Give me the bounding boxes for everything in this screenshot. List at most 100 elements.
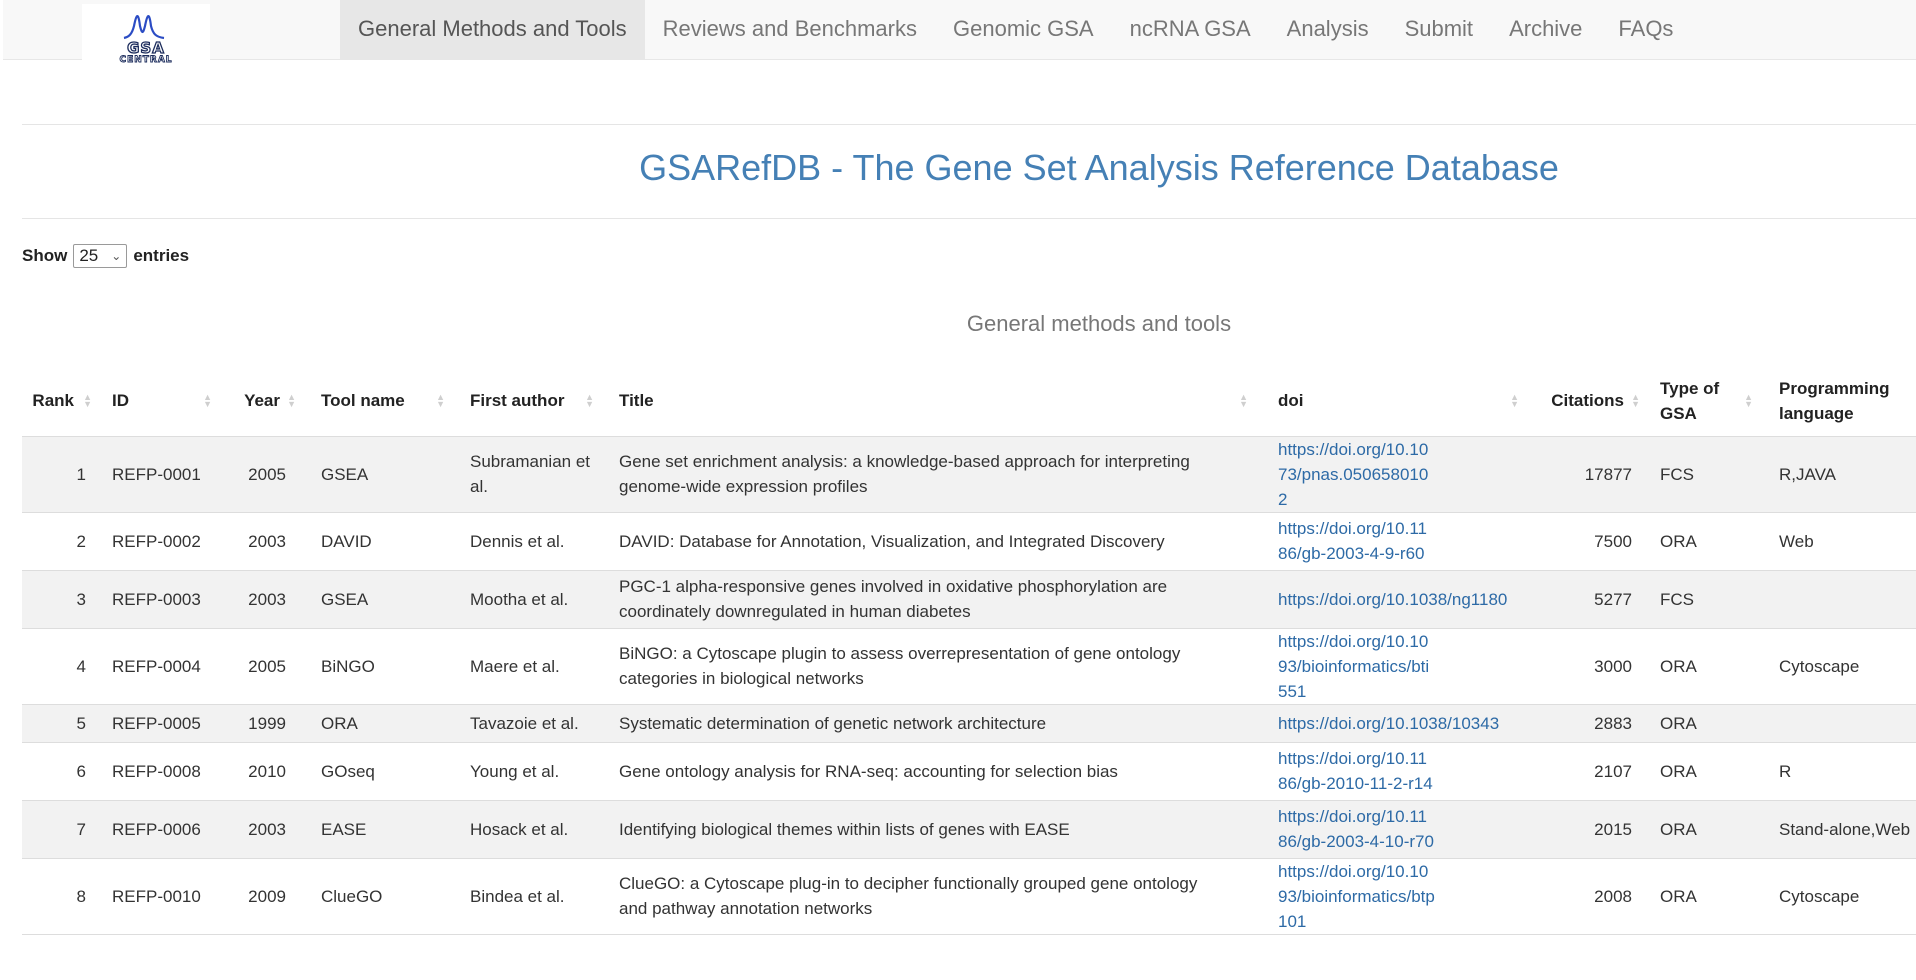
rank-cell: 6 [22, 742, 102, 801]
nav-analysis[interactable]: Analysis [1286, 16, 1369, 41]
nav-ncrna-gsa[interactable]: ncRNA GSA [1129, 16, 1251, 41]
doi-cell: https://doi.org/10.1186/gb-2010-11-2-r14 [1258, 742, 1529, 801]
column-header-title[interactable]: Title ▲ ▼ [604, 366, 1258, 437]
entries-length-control: Show 25 ⌄ entries [22, 244, 189, 268]
divider [22, 124, 1916, 125]
top-navbar: General Methods and Tools Reviews and Be… [3, 0, 1916, 60]
tool-name-cell: BiNGO [306, 628, 455, 705]
first-author-cell: Bindea et al. [455, 858, 604, 935]
column-header-rank[interactable]: Rank ▲ ▼ [22, 366, 102, 437]
id-cell: REFP-0005 [102, 704, 222, 743]
first-author-cell: Subramanian et al. [455, 436, 604, 513]
column-header-tool-name[interactable]: Tool name ▲ ▼ [306, 366, 455, 437]
column-header-doi[interactable]: doi ▲ ▼ [1258, 366, 1529, 437]
tool-name-cell: GOseq [306, 742, 455, 801]
entries-per-page-value: 25 [79, 246, 99, 265]
nav-archive[interactable]: Archive [1509, 16, 1583, 41]
column-header-citations[interactable]: Citations ▲ ▼ [1529, 366, 1650, 437]
year-cell: 2010 [222, 742, 306, 801]
doi-link[interactable]: https://doi.org/10.1038/ng1180 [1278, 589, 1508, 609]
doi-cell: https://doi.org/10.1073/pnas.0506580102 [1258, 436, 1529, 513]
language-cell: R,JAVA [1763, 436, 1916, 513]
title-cell: Identifying biological themes within lis… [604, 800, 1258, 859]
sort-icon: ▲ ▼ [585, 391, 594, 409]
doi-link[interactable]: https://doi.org/10.1186/gb-2003-4-10-r70 [1278, 807, 1434, 851]
nav-submit[interactable]: Submit [1404, 16, 1474, 41]
tool-name-cell: ClueGO [306, 858, 455, 935]
column-header-year[interactable]: Year ▲ ▼ [222, 366, 306, 437]
citations-cell: 7500 [1529, 512, 1650, 571]
tool-name-cell: ORA [306, 704, 455, 743]
sort-icon: ▲ ▼ [1744, 391, 1753, 409]
rank-cell: 4 [22, 628, 102, 705]
doi-cell: https://doi.org/10.1038/ng1180 [1258, 570, 1529, 629]
title-cell: Gene set enrichment analysis: a knowledg… [604, 436, 1258, 513]
show-label: Show [22, 246, 68, 265]
tool-name-cell: DAVID [306, 512, 455, 571]
language-cell [1763, 570, 1916, 629]
rank-cell: 8 [22, 858, 102, 935]
gsa-type-cell: ORA [1650, 742, 1763, 801]
language-cell: R [1763, 742, 1916, 801]
rank-cell: 7 [22, 800, 102, 859]
nav-genomic-gsa[interactable]: Genomic GSA [953, 16, 1094, 41]
doi-cell: https://doi.org/10.1186/gb-2003-4-10-r70 [1258, 800, 1529, 859]
citations-cell: 17877 [1529, 436, 1650, 513]
entries-per-page-select[interactable]: 25 ⌄ [73, 244, 128, 268]
gsa-type-cell: ORA [1650, 858, 1763, 935]
doi-cell: https://doi.org/10.1093/bioinformatics/b… [1258, 628, 1529, 705]
sort-icon: ▲ ▼ [287, 391, 296, 409]
first-author-cell: Mootha et al. [455, 570, 604, 629]
id-cell: REFP-0006 [102, 800, 222, 859]
doi-link[interactable]: https://doi.org/10.1093/bioinformatics/b… [1278, 861, 1435, 931]
gsa-type-cell: FCS [1650, 570, 1763, 629]
language-cell: Cytoscape [1763, 628, 1916, 705]
language-cell: Cytoscape [1763, 858, 1916, 935]
table-row: 6 REFP-0008 2010 GOseq Young et al. Gene onto… [22, 742, 1916, 801]
rank-cell: 1 [22, 436, 102, 513]
column-header-programming-language[interactable]: Programming language [1763, 366, 1916, 437]
main-nav: General Methods and Tools Reviews and Be… [340, 0, 1691, 60]
year-cell: 2003 [222, 512, 306, 571]
first-author-cell: Maere et al. [455, 628, 604, 705]
sort-icon: ▲ ▼ [1510, 391, 1519, 409]
logo-subtext: CENTRAL [119, 55, 173, 65]
year-cell: 2003 [222, 570, 306, 629]
doi-link[interactable]: https://doi.org/10.1073/pnas.0506580102 [1278, 439, 1429, 509]
table-row: 4 REFP-0004 2005 BiNGO Maere et al. BiNGO: a … [22, 628, 1916, 705]
title-cell: ClueGO: a Cytoscape plug-in to decipher … [604, 858, 1258, 935]
title-cell: Systematic determination of genetic netw… [604, 704, 1258, 743]
column-header-id[interactable]: ID ▲ ▼ [102, 366, 222, 437]
gsa-type-cell: ORA [1650, 628, 1763, 705]
table-caption: General methods and tools [966, 311, 1232, 336]
nav-faqs[interactable]: FAQs [1618, 16, 1674, 41]
column-header-first-author[interactable]: First author ▲ ▼ [455, 366, 604, 437]
language-cell: Stand-alone,Web [1763, 800, 1916, 859]
id-cell: REFP-0004 [102, 628, 222, 705]
doi-link[interactable]: https://doi.org/10.1186/gb-2003-4-9-r60 [1278, 519, 1428, 563]
doi-link[interactable]: https://doi.org/10.1093/bioinformatics/b… [1278, 631, 1430, 701]
doi-link[interactable]: https://doi.org/10.1038/10343 [1278, 713, 1500, 733]
table-row: 1 REFP-0001 2005 GSEA Subramanian et al. Gene… [22, 436, 1916, 513]
gsa-type-cell: ORA [1650, 704, 1763, 743]
year-cell: 1999 [222, 704, 306, 743]
logo-peak-graphic [123, 15, 165, 40]
column-header-type-of-gsa[interactable]: Type of GSA ▲ ▼ [1650, 366, 1763, 437]
table-row: 2 REFP-0002 2003 DAVID Dennis et al. DAVID: D… [22, 512, 1916, 571]
table-row: 8 REFP-0010 2009 ClueGO Bindea et al. ClueGO:… [22, 858, 1916, 935]
rank-cell: 5 [22, 704, 102, 743]
page-title: GSARefDB - The Gene Set Analysis Referen… [639, 147, 1559, 188]
language-cell: Web [1763, 512, 1916, 571]
tool-name-cell: GSEA [306, 436, 455, 513]
doi-link[interactable]: https://doi.org/10.1186/gb-2010-11-2-r14 [1278, 749, 1433, 793]
tool-name-cell: GSEA [306, 570, 455, 629]
site-logo[interactable]: GSA CENTRAL [82, 4, 210, 66]
id-cell: REFP-0010 [102, 858, 222, 935]
gsa-type-cell: ORA [1650, 512, 1763, 571]
title-cell: Gene ontology analysis for RNA-seq: acco… [604, 742, 1258, 801]
first-author-cell: Tavazoie et al. [455, 704, 604, 743]
nav-reviews-benchmarks[interactable]: Reviews and Benchmarks [662, 16, 917, 41]
nav-general-methods[interactable]: General Methods and Tools [340, 0, 645, 59]
title-cell: PGC-1 alpha-responsive genes involved in… [604, 570, 1258, 629]
sort-icon: ▲ ▼ [203, 391, 212, 409]
